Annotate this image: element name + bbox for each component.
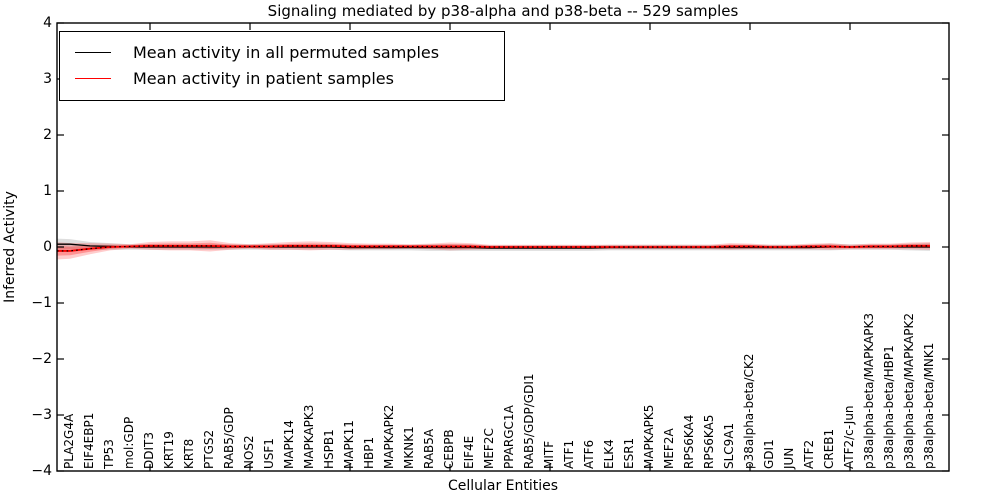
category-label: ATF1 [562,439,576,469]
category-label: MAPKAPK5 [642,404,656,469]
legend-item-permuted: Mean activity in all permuted samples [70,39,494,65]
category-label: ATF2 [802,439,816,469]
category-label: MAPK11 [342,420,356,469]
category-label: MEF2C [482,428,496,469]
category-label: DDIT3 [142,432,156,469]
legend-line-permuted-icon [75,51,111,53]
category-label: SLC9A1 [722,422,736,469]
category-label: JUN [782,447,796,469]
category-label: ESR1 [622,437,636,469]
category-label: p38alpha-beta/MAPKAPK3 [862,313,876,469]
legend-item-patient: Mean activity in patient samples [70,65,494,91]
y-tick-label: 4 [43,15,52,31]
category-label: EIF4EBP1 [82,412,96,469]
category-label: p38alpha-beta/HBP1 [882,345,896,469]
category-label: RAB5A [422,428,436,469]
category-label: GDI1 [762,439,776,469]
category-label: KRT8 [182,438,196,469]
y-tick-label: 0 [43,239,52,255]
category-label: PLA2G4A [62,413,76,469]
y-tick-label: −1 [31,295,52,311]
category-label: TP53 [102,439,116,469]
y-tick-label: 3 [43,71,52,87]
category-label: RPS6KA5 [702,414,716,469]
category-label: CEBPB [442,429,456,469]
y-axis-label: Inferred Activity [2,191,18,303]
category-label: MAPKAPK3 [302,404,316,469]
category-label: mol:GDP [122,416,136,469]
category-label: RAB5/GDP [222,407,236,469]
y-tick-label: 1 [43,183,52,199]
category-label: p38alpha-beta/CK2 [742,353,756,469]
legend-line-patient-icon [75,77,111,79]
patient-confidence-band [57,240,930,260]
category-label: MKNK1 [402,426,416,469]
y-tick-label: −3 [31,407,52,423]
legend-label-permuted: Mean activity in all permuted samples [133,42,440,62]
category-label: RAB5/GDP/GDI1 [522,373,536,469]
category-label: ATF2/c-Jun [842,405,856,469]
category-label: USF1 [262,438,276,469]
category-label: MEF2A [662,428,676,469]
category-label: p38alpha-beta/MNK1 [922,342,936,469]
category-label: ATF6 [582,439,596,469]
chart-title: Signaling mediated by p38-alpha and p38-… [267,2,739,20]
category-label: p38alpha-beta/MAPKAPK2 [902,313,916,469]
x-axis-label: Cellular Entities [447,478,559,494]
category-label: KRT19 [162,431,176,469]
legend: Mean activity in all permuted samples Me… [59,31,505,101]
category-label: NOS2 [242,435,256,469]
category-label: CREB1 [822,428,836,469]
category-label: MAPK14 [282,420,296,469]
category-label: ELK4 [602,439,616,469]
y-tick-label: −2 [31,351,52,367]
category-label: RPS6KA4 [682,414,696,469]
category-label: MITF [542,440,556,469]
category-label: PTGS2 [202,429,216,469]
category-label: EIF4E [462,435,476,469]
category-label: PPARGC1A [502,405,516,469]
category-label: MAPKAPK2 [382,404,396,469]
overlay-dotted-line [57,245,930,252]
y-tick-label: −4 [31,463,52,479]
category-label: HSPB1 [322,429,336,469]
category-label: HBP1 [362,436,376,469]
legend-label-patient: Mean activity in patient samples [133,68,394,88]
y-tick-label: 2 [43,127,52,143]
